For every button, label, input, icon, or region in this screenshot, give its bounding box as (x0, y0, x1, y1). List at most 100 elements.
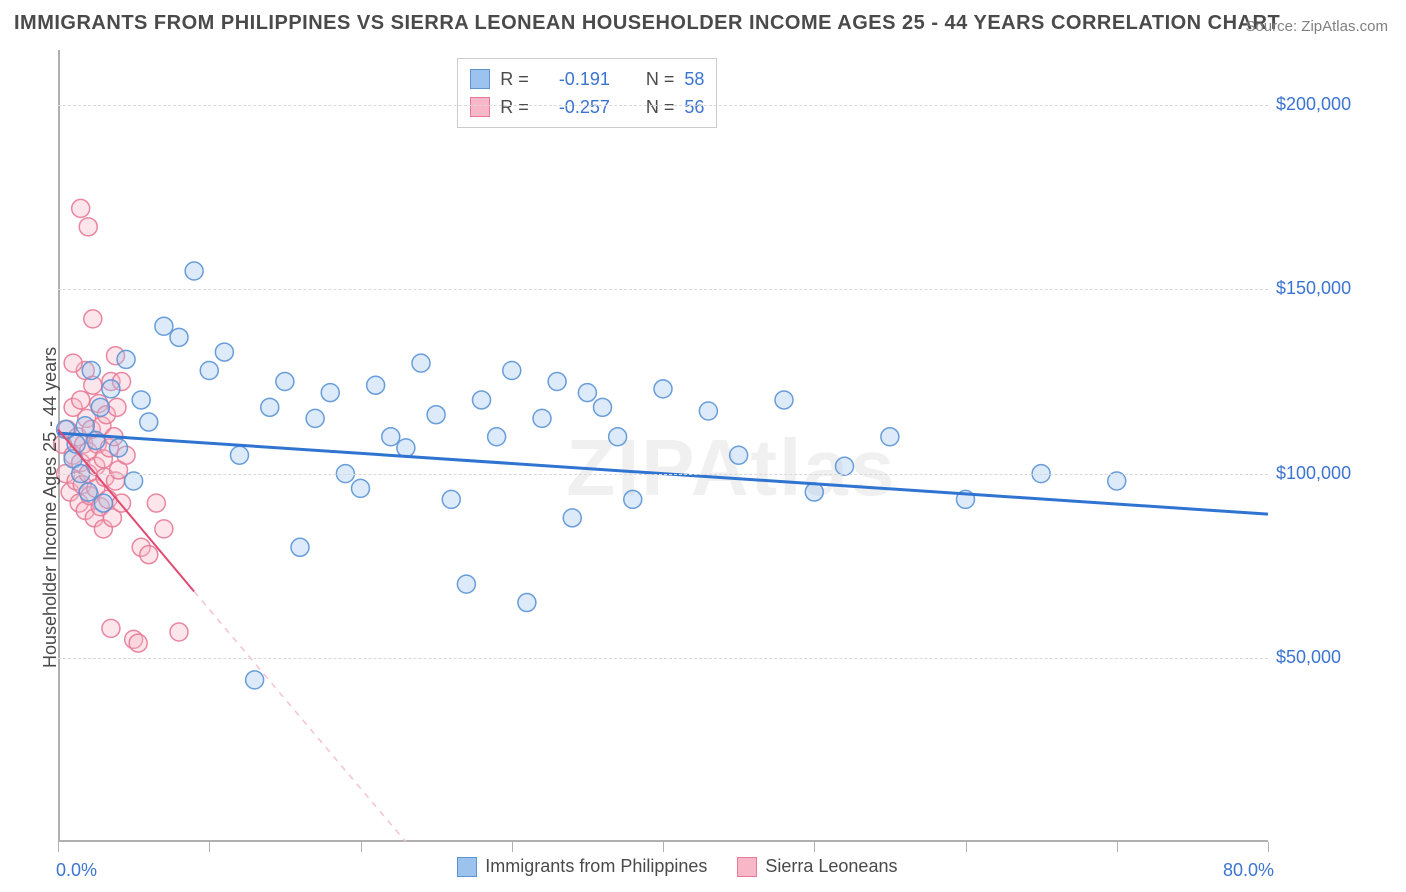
y-axis-label: Householder Income Ages 25 - 44 years (40, 347, 61, 668)
scatter-point-b (129, 634, 147, 652)
series-legend: Immigrants from Philippines Sierra Leonea… (457, 856, 897, 877)
scatter-point-a (117, 350, 135, 368)
scatter-point-b (64, 354, 82, 372)
legend-label: Sierra Leoneans (765, 856, 897, 877)
scatter-point-a (170, 328, 188, 346)
x-tick (512, 842, 513, 852)
statistics-legend: R = -0.191 N = 58 R = -0.257 N = 56 (457, 58, 717, 128)
legend-swatch-icon (737, 857, 757, 877)
scatter-point-a (442, 490, 460, 508)
scatter-point-a (624, 490, 642, 508)
stats-n-value: 58 (684, 65, 704, 93)
y-tick-label: $150,000 (1276, 278, 1351, 299)
scatter-point-a (503, 361, 521, 379)
stats-n-value: 56 (684, 93, 704, 121)
plot-svg (0, 0, 1406, 892)
scatter-point-a (102, 380, 120, 398)
x-tick (1268, 842, 1269, 852)
scatter-point-a (654, 380, 672, 398)
x-tick (58, 842, 59, 852)
x-tick (209, 842, 210, 852)
stats-r-label: R = (500, 93, 529, 121)
stats-r-label: R = (500, 65, 529, 93)
scatter-point-a (609, 428, 627, 446)
scatter-point-a (200, 361, 218, 379)
scatter-point-a (548, 373, 566, 391)
scatter-point-a (578, 384, 596, 402)
scatter-point-a (488, 428, 506, 446)
scatter-point-a (82, 361, 100, 379)
scatter-point-a (730, 446, 748, 464)
scatter-point-a (246, 671, 264, 689)
gridline-h (58, 658, 1268, 659)
scatter-point-b (170, 623, 188, 641)
legend-label: Immigrants from Philippines (485, 856, 707, 877)
scatter-point-a (836, 457, 854, 475)
scatter-point-a (805, 483, 823, 501)
scatter-point-b (155, 520, 173, 538)
scatter-point-a (881, 428, 899, 446)
stats-n-label: N = (646, 93, 675, 121)
scatter-point-b (72, 199, 90, 217)
scatter-point-a (125, 472, 143, 490)
y-tick-label: $200,000 (1276, 94, 1351, 115)
scatter-point-b (147, 494, 165, 512)
scatter-point-a (1108, 472, 1126, 490)
scatter-point-b (102, 619, 120, 637)
scatter-point-a (231, 446, 249, 464)
scatter-point-a (261, 398, 279, 416)
scatter-point-a (699, 402, 717, 420)
scatter-point-a (140, 413, 158, 431)
scatter-point-a (352, 479, 370, 497)
legend-swatch-icon (457, 857, 477, 877)
scatter-point-a (155, 317, 173, 335)
scatter-point-b (108, 398, 126, 416)
gridline-h (58, 105, 1268, 106)
scatter-point-a (518, 594, 536, 612)
y-tick-label: $100,000 (1276, 463, 1351, 484)
x-tick (663, 842, 664, 852)
scatter-point-a (397, 439, 415, 457)
trendline-b-dashed (194, 592, 406, 842)
scatter-point-a (94, 494, 112, 512)
scatter-point-a (132, 391, 150, 409)
legend-swatch-icon (470, 69, 490, 89)
scatter-point-a (367, 376, 385, 394)
scatter-point-a (457, 575, 475, 593)
x-tick (814, 842, 815, 852)
scatter-point-a (775, 391, 793, 409)
stats-r-value: -0.191 (559, 65, 610, 93)
scatter-point-a (276, 373, 294, 391)
stats-row-b: R = -0.257 N = 56 (470, 93, 704, 121)
legend-swatch-icon (470, 97, 490, 117)
scatter-point-a (306, 409, 324, 427)
scatter-point-a (382, 428, 400, 446)
scatter-point-a (110, 439, 128, 457)
x-tick (1117, 842, 1118, 852)
stats-r-value: -0.257 (559, 93, 610, 121)
y-tick-label: $50,000 (1276, 647, 1341, 668)
scatter-point-a (427, 406, 445, 424)
scatter-point-b (84, 310, 102, 328)
scatter-point-a (185, 262, 203, 280)
scatter-point-a (533, 409, 551, 427)
scatter-point-a (563, 509, 581, 527)
legend-item-a: Immigrants from Philippines (457, 856, 707, 877)
x-tick (361, 842, 362, 852)
x-tick (966, 842, 967, 852)
scatter-point-a (321, 384, 339, 402)
scatter-point-a (79, 483, 97, 501)
scatter-point-a (91, 398, 109, 416)
scatter-point-a (215, 343, 233, 361)
scatter-point-a (412, 354, 430, 372)
scatter-point-b (140, 546, 158, 564)
scatter-point-b (72, 391, 90, 409)
legend-item-b: Sierra Leoneans (737, 856, 897, 877)
stats-n-label: N = (646, 65, 675, 93)
scatter-point-a (291, 538, 309, 556)
scatter-point-a (473, 391, 491, 409)
x-axis-end-label: 80.0% (1223, 860, 1274, 881)
gridline-h (58, 474, 1268, 475)
x-axis-start-label: 0.0% (56, 860, 97, 881)
gridline-h (58, 289, 1268, 290)
